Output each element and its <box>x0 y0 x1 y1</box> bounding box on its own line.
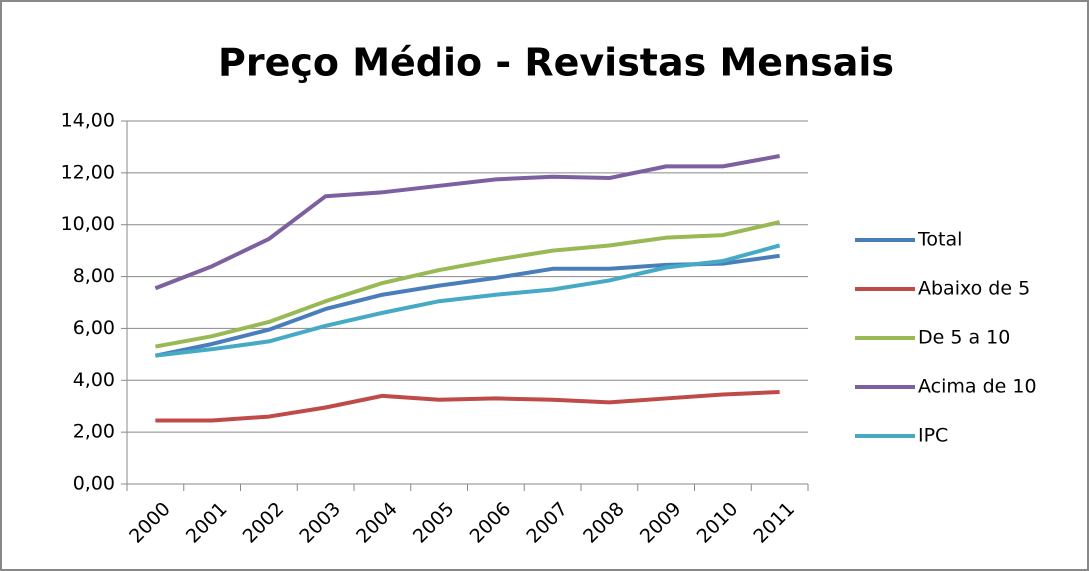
y-tick-label: 2,00 <box>73 421 115 443</box>
y-tick-label: 4,00 <box>73 369 115 391</box>
y-tick-label: 0,00 <box>73 473 115 495</box>
legend-label: IPC <box>918 425 948 447</box>
chart-title: Preço Médio - Revistas Mensais <box>218 41 894 85</box>
y-tick-label: 8,00 <box>73 265 115 287</box>
series-line <box>154 154 780 291</box>
y-tick-label: 6,00 <box>73 317 115 339</box>
legend-label: Abaixo de 5 <box>918 278 1030 300</box>
legend-label: De 5 a 10 <box>918 327 1010 349</box>
y-tick-label: 12,00 <box>61 161 115 183</box>
y-tick-label: 10,00 <box>61 213 115 235</box>
series-line <box>155 243 781 358</box>
y-tick-label: 14,00 <box>61 110 115 132</box>
legend-label: Total <box>917 229 962 251</box>
legend-label: Acima de 10 <box>918 376 1037 398</box>
series-line <box>155 389 780 423</box>
series-line <box>155 220 781 349</box>
